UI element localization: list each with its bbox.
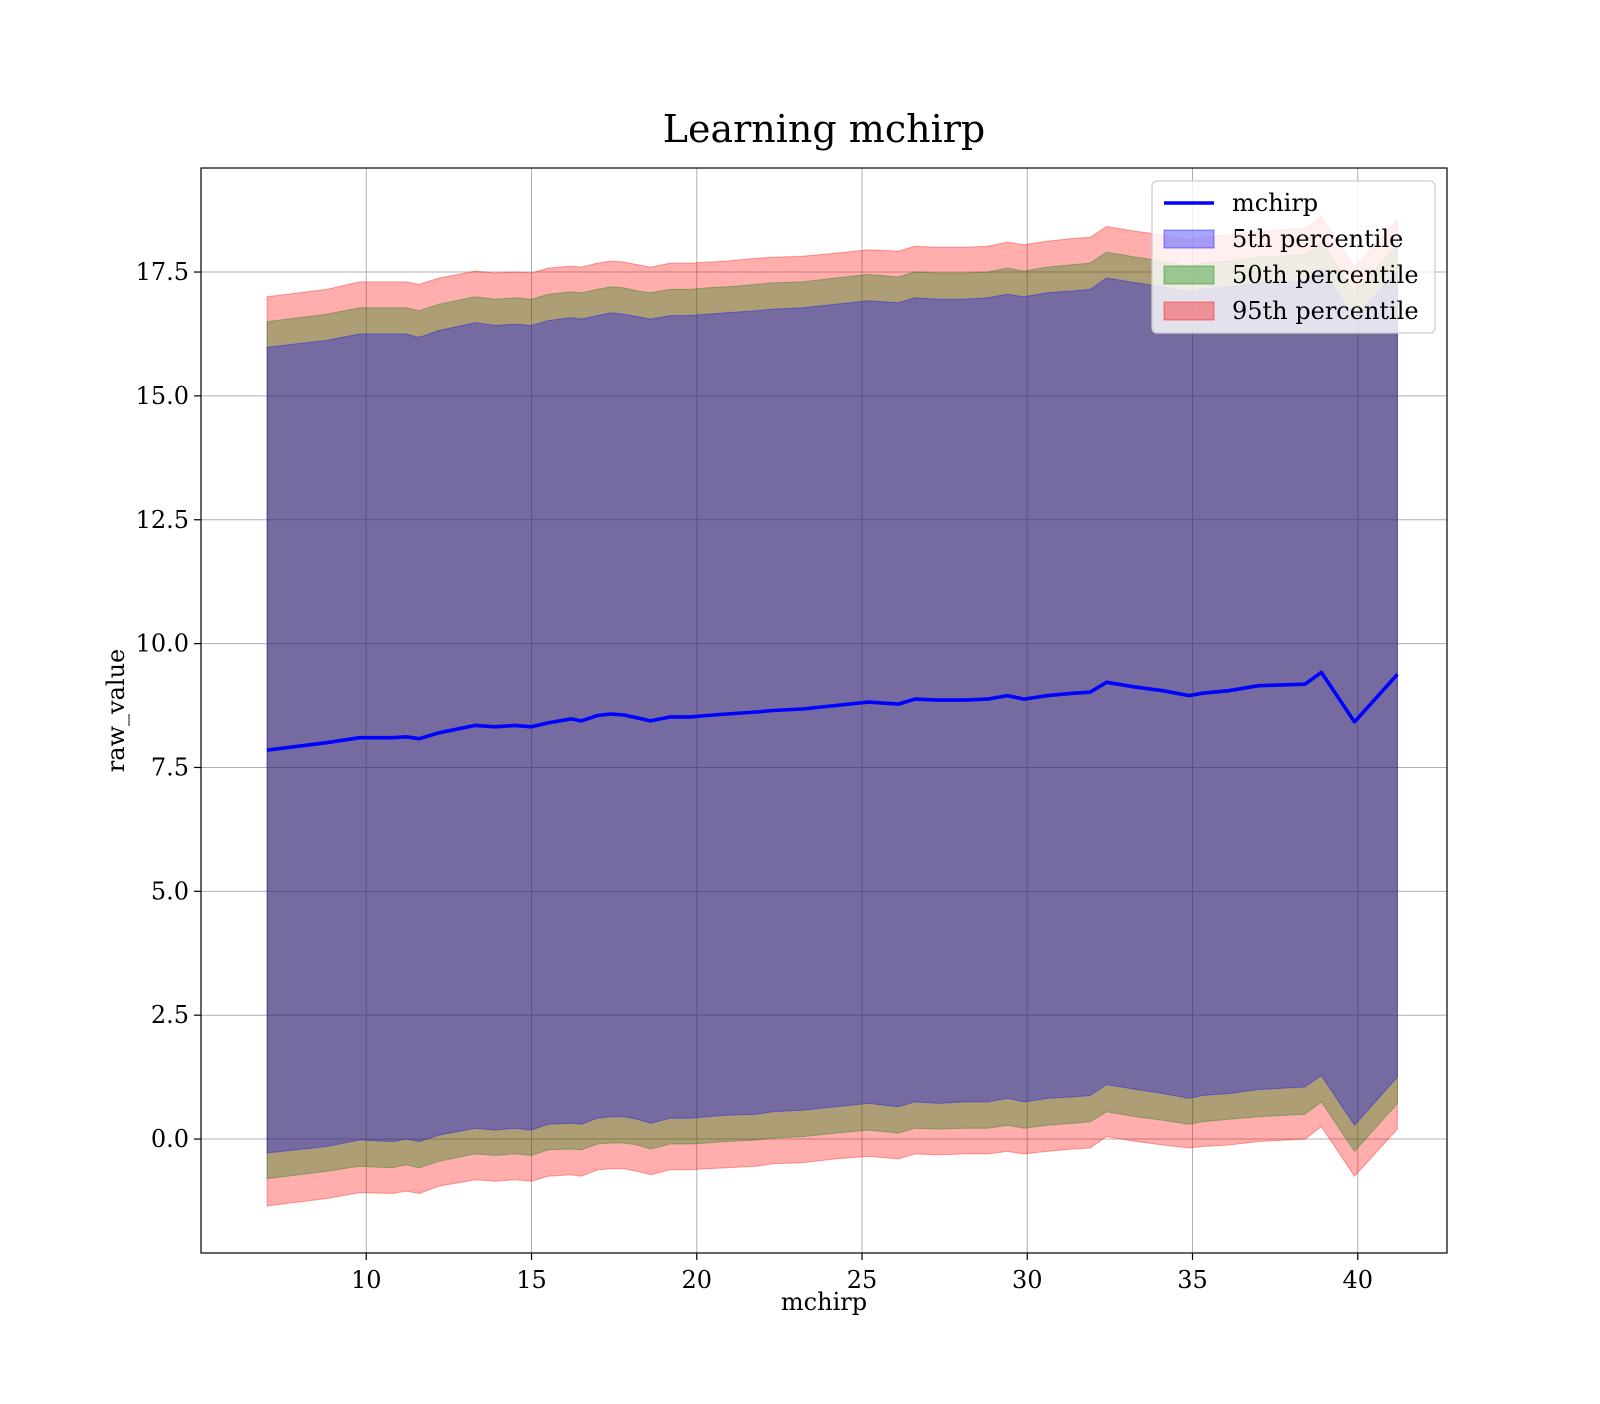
legend: mchirp 5th percentile 50th percentile 95th … bbox=[1151, 180, 1436, 334]
series-lines bbox=[266, 670, 1399, 752]
series-line-mchirp bbox=[266, 670, 1399, 752]
x-axis-label: mchirp bbox=[781, 1288, 867, 1316]
x-tick-label: 15 bbox=[516, 1266, 547, 1294]
y-tick-label: 2.5 bbox=[151, 1001, 189, 1029]
band-95th-percentile bbox=[266, 215, 1398, 1207]
legend-swatch-patch bbox=[1163, 265, 1215, 285]
x-tick-label: 10 bbox=[351, 1266, 382, 1294]
percentile-bands bbox=[266, 215, 1398, 1207]
band-50th-percentile bbox=[266, 241, 1398, 1180]
axis-ticks: 10 15 20 25 30 35 40 0.0 2.5 5.0 7.5 10.0 12.5 15.0 17… bbox=[136, 258, 1373, 1294]
y-tick-label: 0.0 bbox=[151, 1125, 189, 1153]
legend-swatch-patch bbox=[1163, 229, 1215, 249]
plot-frame bbox=[200, 167, 1448, 1254]
y-tick-label: 7.5 bbox=[151, 753, 189, 781]
chart-title: Learning mchirp bbox=[663, 107, 985, 151]
x-tick-label: 30 bbox=[1012, 1266, 1043, 1294]
x-tick-label: 35 bbox=[1177, 1266, 1208, 1294]
legend-label: mchirp bbox=[1232, 189, 1318, 217]
x-tick-label: 40 bbox=[1342, 1266, 1373, 1294]
band-5th-percentile bbox=[266, 267, 1398, 1154]
y-tick-label: 15.0 bbox=[136, 382, 189, 410]
y-tick-label: 10.0 bbox=[136, 630, 189, 658]
y-tick-label: 5.0 bbox=[151, 877, 189, 905]
y-tick-label: 12.5 bbox=[136, 506, 189, 534]
legend-label: 95th percentile bbox=[1232, 297, 1419, 325]
x-tick-label: 20 bbox=[681, 1266, 712, 1294]
y-tick-label: 17.5 bbox=[136, 258, 189, 286]
legend-label: 50th percentile bbox=[1232, 261, 1419, 289]
legend-box bbox=[1151, 180, 1436, 334]
x-tick-label: 25 bbox=[847, 1266, 878, 1294]
grid-lines bbox=[201, 168, 1447, 1253]
legend-label: 5th percentile bbox=[1232, 225, 1403, 253]
y-axis-label: raw_value bbox=[102, 649, 130, 773]
legend-swatch-patch bbox=[1163, 301, 1215, 321]
